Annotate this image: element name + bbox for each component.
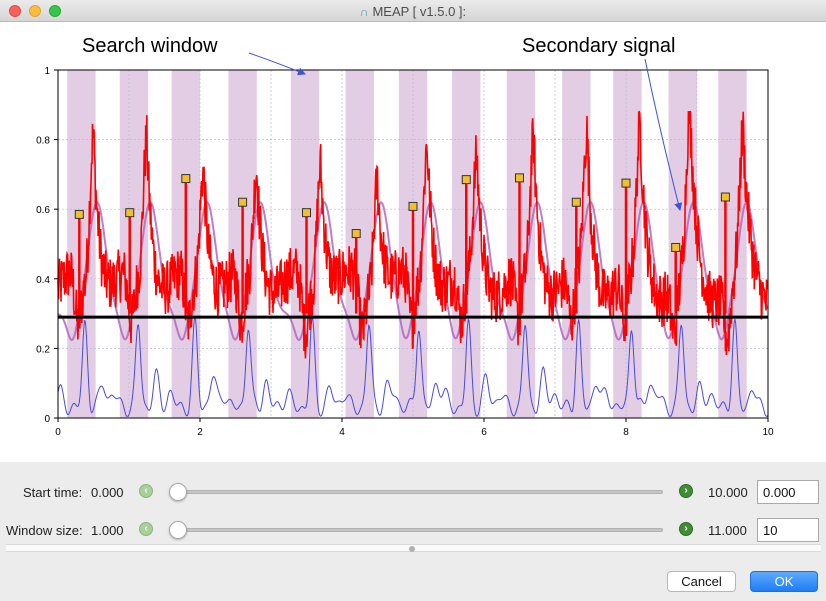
start-time-decrease-icon[interactable]: ‹: [139, 484, 153, 498]
peak-marker: [720, 192, 730, 202]
x-tick-label: 6: [481, 427, 487, 438]
plot-area[interactable]: 0 2 4 6 8 10 0 0.2 0.4 0.6 0.8 1 Search window Second…: [0, 22, 826, 462]
peak-marker: [571, 197, 581, 207]
y-tick-label: 0.6: [36, 205, 50, 216]
ok-button[interactable]: OK: [750, 571, 818, 592]
y-tick-label: 0.2: [36, 344, 50, 355]
plot-frame: [57, 69, 769, 419]
window-size-slider-thumb[interactable]: [169, 521, 187, 539]
start-time-increase-icon[interactable]: ›: [679, 484, 693, 498]
window-size-max-value: 11.000: [708, 523, 747, 538]
start-time-label: Start time:: [23, 485, 83, 500]
raw-signal-line: [57, 315, 769, 417]
x-tick-label: 4: [339, 427, 345, 438]
peak-marker: [302, 208, 311, 218]
peak-marker: [74, 209, 84, 219]
secondary-signal-annotation: Secondary signal: [522, 35, 675, 57]
meap-logo-icon: ∩: [359, 5, 369, 19]
peak-marker: [515, 173, 524, 183]
start-time-max-value: 10.000: [708, 485, 748, 500]
x-tick-label: 2: [197, 427, 203, 438]
x-tick-label: 0: [55, 427, 61, 438]
window-title-text: MEAP [ v1.5.0 ]:: [372, 4, 467, 19]
start-time-input[interactable]: [757, 480, 819, 504]
primary-signal-line: [57, 110, 769, 359]
start-time-min-value: 0.000: [91, 485, 124, 500]
peak-marker: [351, 229, 361, 239]
peak-marker: [238, 197, 248, 207]
secondary-signal-arrow: [644, 58, 683, 211]
peak-marker: [461, 175, 471, 185]
window-size-label: Window size:: [6, 523, 83, 538]
window-size-input[interactable]: [757, 518, 819, 542]
start-time-slider-thumb[interactable]: [169, 483, 187, 501]
window-size-slider-track[interactable]: [171, 528, 663, 532]
y-tick-label: 1: [44, 66, 50, 77]
search-window-arrow: [248, 52, 306, 76]
close-window-button[interactable]: [9, 5, 21, 17]
title-bar: ∩ MEAP [ v1.5.0 ]:: [0, 0, 826, 22]
search-window-band: [119, 70, 149, 418]
search-window-annotation: Search window: [82, 35, 218, 57]
peak-marker: [671, 242, 681, 252]
peak-marker: [621, 178, 631, 188]
search-window-band: [506, 70, 536, 418]
y-tick-label: 0: [44, 414, 50, 425]
window-size-min-value: 1.000: [91, 523, 124, 538]
x-tick-label: 10: [762, 427, 774, 438]
window-size-increase-icon[interactable]: ›: [679, 522, 693, 536]
splitter-handle-icon[interactable]: [409, 546, 415, 552]
peak-marker: [181, 174, 191, 184]
y-tick-label: 0.4: [36, 275, 50, 286]
peak-marker: [125, 208, 135, 218]
peak-marker: [408, 201, 418, 211]
search-window-band: [345, 70, 374, 418]
y-tick-label: 0.8: [36, 136, 50, 147]
window-title: ∩ MEAP [ v1.5.0 ]:: [0, 4, 826, 19]
search-window-band: [67, 70, 96, 418]
minimize-window-button[interactable]: [29, 5, 41, 17]
search-window-band: [613, 70, 642, 418]
x-tick-label: 8: [623, 427, 629, 438]
start-time-slider-track[interactable]: [171, 490, 663, 494]
cancel-button[interactable]: Cancel: [667, 571, 736, 592]
window-size-decrease-icon[interactable]: ‹: [139, 522, 153, 536]
signal-chart[interactable]: 0 2 4 6 8 10 0 0.2 0.4 0.6 0.8 1 Search window Second…: [0, 22, 826, 462]
zoom-window-button[interactable]: [49, 5, 61, 17]
